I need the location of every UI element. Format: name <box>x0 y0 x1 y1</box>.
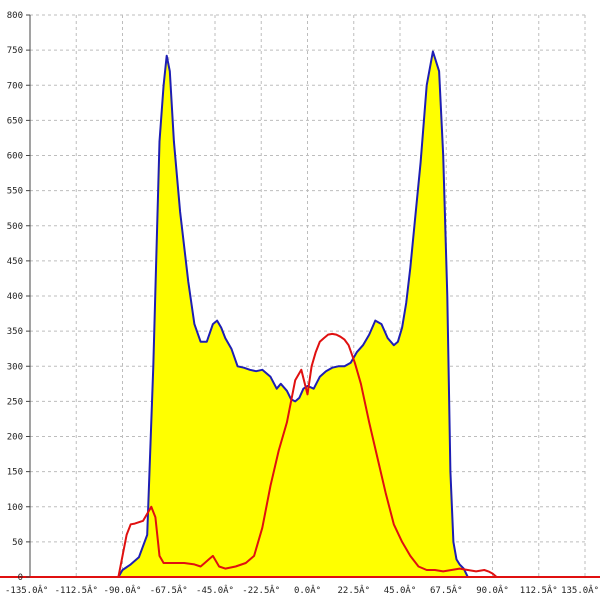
y-tick-label: 300 <box>7 362 23 372</box>
x-tick-label: 135.0Â° <box>561 584 599 596</box>
y-tick-label: 600 <box>7 152 23 162</box>
y-tick-label: 200 <box>7 433 23 443</box>
y-tick-label: 650 <box>7 116 23 126</box>
series-1-line <box>117 50 497 578</box>
x-tick-label: 0.0Â° <box>294 584 321 596</box>
x-tick-label: -90.0Â° <box>104 584 142 596</box>
y-tick-label: 700 <box>7 81 23 91</box>
x-tick-label: -22.5Â° <box>242 584 280 596</box>
series-1-area <box>118 51 497 577</box>
y-tick-label: 100 <box>7 503 23 513</box>
x-tick-label: -135.0Â° <box>5 584 48 596</box>
y-tick-label: 50 <box>12 538 23 548</box>
x-tick-label: -45.0Â° <box>196 584 234 596</box>
line-layer <box>117 50 498 578</box>
x-tick-label: 90.0Â° <box>476 584 509 596</box>
y-tick-labels: 0 50 100 150 200 250 300 350 400 450 500 550 600 650 7… <box>7 11 30 583</box>
y-tick-label: 450 <box>7 257 23 267</box>
x-tick-labels: -135.0Â° -112.5Â° -90.0Â° -67.5Â° -45.0Â° -22… <box>5 584 599 596</box>
area-layer <box>118 51 497 577</box>
y-tick-label: 550 <box>7 187 23 197</box>
y-tick-label: 400 <box>7 292 23 302</box>
y-tick-label: 800 <box>7 11 23 21</box>
x-tick-label: 22.5Â° <box>337 584 370 596</box>
y-tick-label: 250 <box>7 397 23 407</box>
x-tick-label: -67.5Â° <box>150 584 188 596</box>
y-tick-label: 0 <box>18 573 23 583</box>
x-tick-label: 67.5Â° <box>430 584 463 596</box>
series-2-line <box>117 332 498 578</box>
y-tick-label: 350 <box>7 327 23 337</box>
y-tick-label: 500 <box>7 222 23 232</box>
x-tick-label: 112.5Â° <box>520 584 558 596</box>
y-tick-label: 750 <box>7 46 23 56</box>
x-tick-label: 45.0Â° <box>384 584 417 596</box>
y-tick-label: 150 <box>7 468 23 478</box>
x-tick-label: -112.5Â° <box>55 584 98 596</box>
